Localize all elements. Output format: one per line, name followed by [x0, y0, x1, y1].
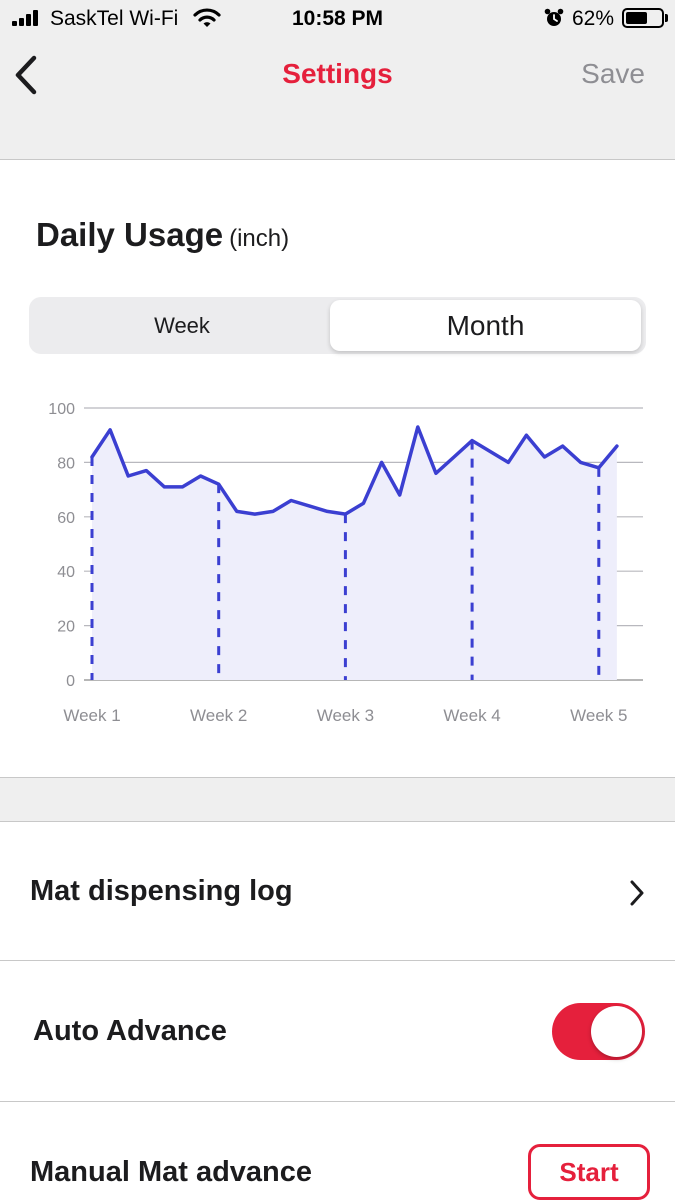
signal-icon [12, 10, 42, 26]
segment-month[interactable]: Month [330, 300, 641, 351]
segment-week[interactable]: Week [154, 312, 210, 338]
usage-series-line [90, 425, 619, 516]
usage-area-fill [92, 427, 617, 680]
y-tick-label: 100 [48, 401, 75, 418]
clock-time: 10:58 PM [291, 7, 384, 30]
y-tick-label: 40 [57, 564, 75, 581]
x-tick-label: Week 3 [317, 706, 374, 725]
carrier-name: SaskTel Wi-Fi [50, 7, 179, 30]
daily-usage-card: Daily Usage (inch) Week Month 0 20 40 60 80 10… [0, 161, 675, 778]
y-tick-label: 0 [66, 673, 75, 690]
daily-usage-title: Daily Usage [36, 216, 224, 253]
auto-advance-row: Auto Advance [0, 962, 675, 1102]
section-gap [0, 778, 675, 822]
page-title: Settings [282, 58, 393, 89]
battery-level-fill [626, 12, 648, 24]
y-tick-label: 80 [57, 455, 75, 472]
battery-percent: 62% [572, 7, 615, 30]
x-tick-label: Week 4 [443, 706, 500, 725]
chevron-left-icon [15, 55, 37, 95]
nav-bar: Settings Save [0, 40, 675, 160]
save-button[interactable]: Save [581, 58, 645, 89]
manual-mat-advance-row: Manual Mat advance Start [0, 1103, 675, 1200]
mat-dispensing-log-label: Mat dispensing log [30, 875, 293, 907]
x-tick-label: Week 2 [190, 706, 247, 725]
back-button[interactable] [12, 54, 48, 98]
x-tick-label: Week 5 [570, 706, 627, 725]
daily-usage-unit: (inch) [229, 225, 290, 252]
manual-mat-advance-label: Manual Mat advance [30, 1156, 313, 1188]
mat-dispensing-log-row[interactable]: Mat dispensing log [0, 823, 675, 961]
status-bar: SaskTel Wi-Fi 10:58 PM 62% [0, 0, 675, 40]
battery-icon [622, 8, 664, 28]
y-tick-label: 20 [57, 619, 75, 636]
start-button[interactable]: Start [528, 1144, 650, 1200]
x-tick-label: Week 1 [63, 706, 120, 725]
auto-advance-label: Auto Advance [33, 1015, 227, 1047]
y-tick-label: 60 [57, 510, 75, 527]
wifi-icon [193, 8, 221, 27]
toggle-knob [591, 1006, 642, 1057]
daily-usage-heading: Daily Usage (inch) [36, 216, 289, 254]
alarm-icon [544, 8, 564, 26]
auto-advance-toggle[interactable] [552, 1003, 645, 1060]
battery-cap [665, 14, 668, 22]
period-segmented-control: Week Month [29, 297, 646, 354]
daily-usage-chart: 0 20 40 60 80 100 Week 1 Week 2 Week 3 Week 4 Week… [48, 401, 643, 725]
chevron-right-icon [630, 880, 644, 906]
